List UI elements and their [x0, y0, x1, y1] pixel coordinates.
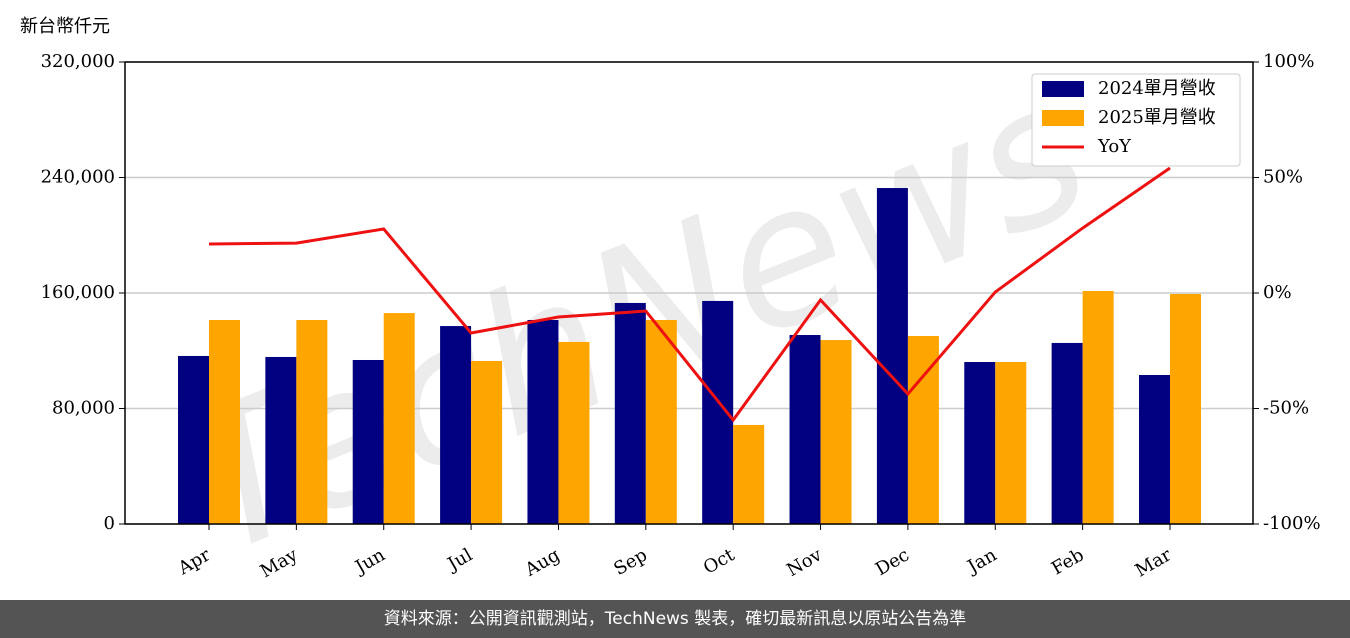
- y-tick-label: 320,000: [41, 51, 115, 72]
- x-tick-label: Dec: [872, 544, 913, 580]
- chart: 新台幣仟元 TechNews080,000160,000240,000320,0…: [20, 16, 1321, 598]
- legend-swatch: [1042, 81, 1084, 97]
- bar: [265, 356, 297, 524]
- x-tick-label: Aug: [521, 544, 564, 581]
- bar: [558, 341, 590, 524]
- bar: [733, 424, 765, 524]
- x-tick-label: Jul: [443, 544, 477, 576]
- bar: [645, 319, 677, 524]
- bar: [383, 313, 415, 524]
- bar: [1139, 375, 1170, 524]
- bar: [820, 340, 852, 524]
- footer: 資料來源：公開資訊觀測站，TechNews 製表，確切最新訊息以原站公告為準: [0, 600, 1350, 638]
- y2-tick-label: 100%: [1263, 51, 1314, 72]
- plot-frame: [124, 61, 1254, 525]
- bar: [1051, 342, 1083, 524]
- bar: [907, 336, 939, 524]
- bar: [178, 355, 209, 524]
- legend-label: 2024單月營收: [1098, 78, 1216, 99]
- x-tick-label: Sep: [610, 544, 650, 579]
- bar: [209, 319, 240, 524]
- x-tick-label: Apr: [174, 544, 214, 579]
- x-tick-label: Feb: [1048, 544, 1088, 579]
- y-tick-label: 240,000: [41, 167, 115, 188]
- y2-tick-label: -50%: [1263, 398, 1309, 419]
- bar: [876, 188, 908, 524]
- legend-label: YoY: [1097, 136, 1132, 157]
- bar: [789, 335, 821, 524]
- x-tick-label: Nov: [783, 544, 826, 581]
- line: [208, 166, 1171, 423]
- bar: [1082, 290, 1114, 524]
- y-axis-label: 新台幣仟元: [20, 16, 110, 37]
- bar: [964, 362, 996, 524]
- bar: [352, 359, 384, 524]
- legend-label: 2025單月營收: [1098, 107, 1216, 128]
- y2-tick-label: 50%: [1263, 167, 1303, 188]
- bar: [614, 302, 646, 524]
- y-tick-label: 80,000: [52, 398, 115, 419]
- x-tick-label: Oct: [700, 544, 739, 579]
- bar: [471, 361, 503, 524]
- bar: [440, 326, 472, 524]
- y2-tick-label: -100%: [1263, 513, 1321, 534]
- bar: [296, 319, 328, 524]
- bar: [527, 319, 559, 524]
- y-tick-label: 160,000: [41, 282, 115, 303]
- x-tick-label: Mar: [1132, 544, 1176, 581]
- bar: [995, 362, 1027, 524]
- legend-swatch: [1042, 110, 1084, 126]
- y-tick-label: 0: [104, 513, 115, 534]
- y2-tick-label: 0%: [1263, 282, 1292, 303]
- x-tick-label: Jan: [962, 544, 1000, 578]
- bar: [1170, 294, 1201, 524]
